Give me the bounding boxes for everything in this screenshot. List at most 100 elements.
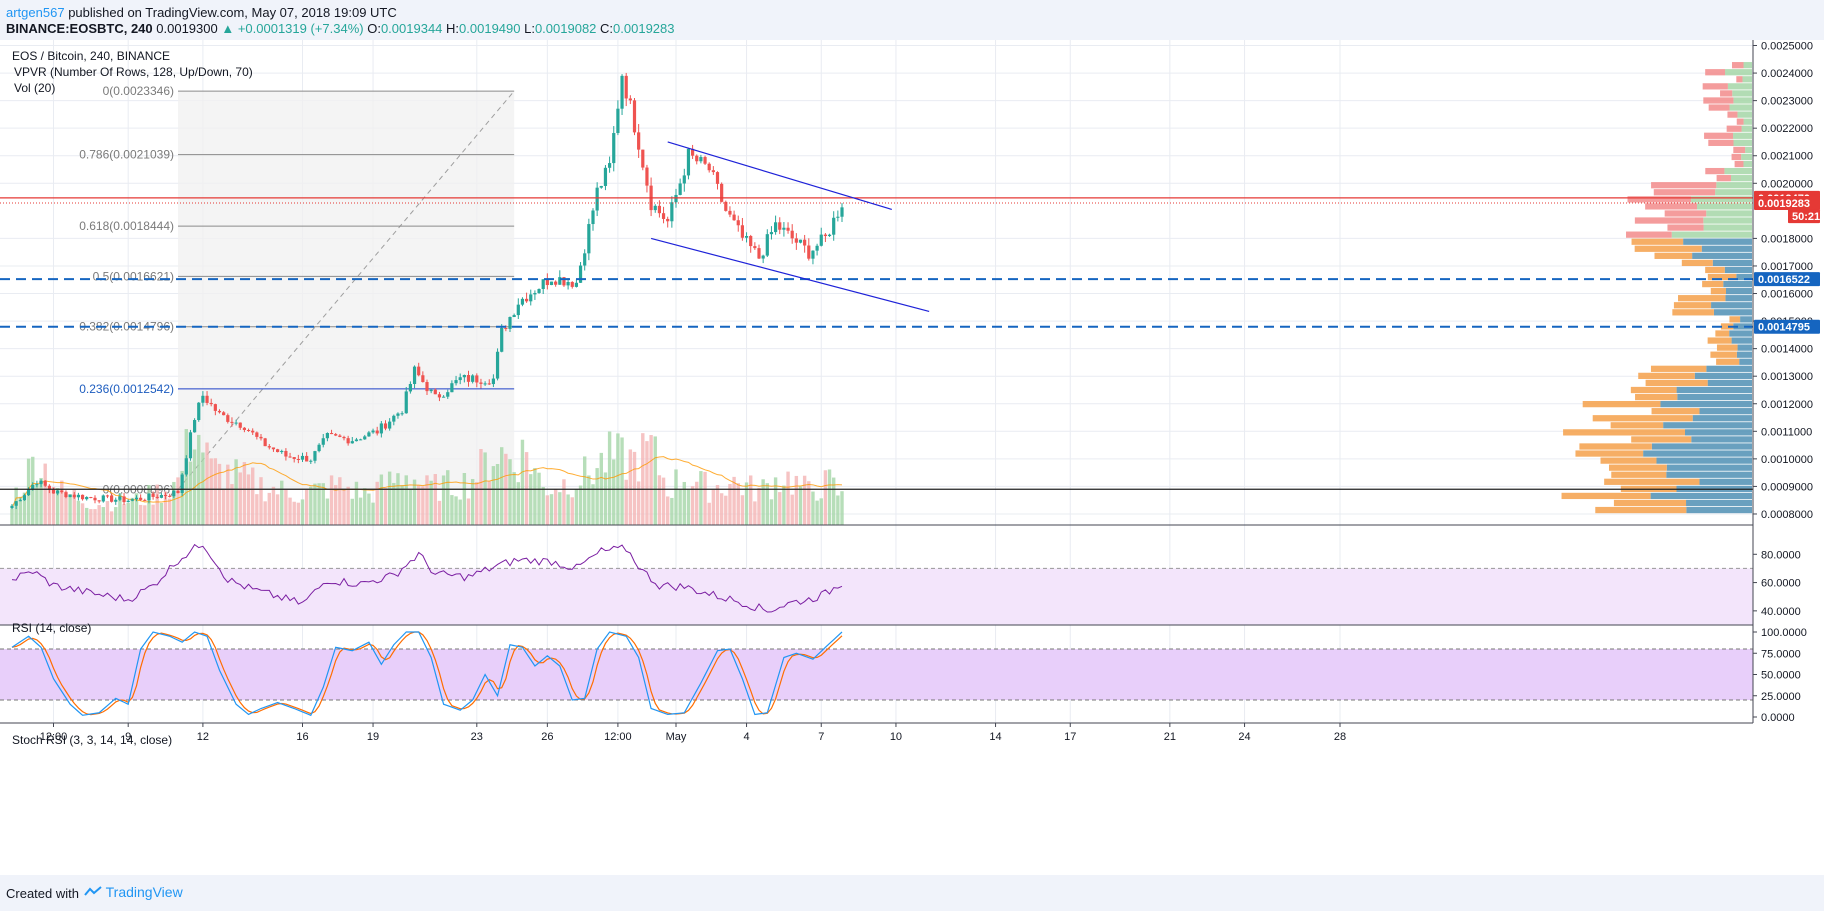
vpvr-down-row: [1705, 69, 1726, 76]
volume-bar: [558, 492, 562, 525]
volume-bar: [666, 496, 670, 525]
candle-body: [840, 207, 844, 217]
candle-body: [367, 432, 371, 437]
candle-body: [595, 187, 599, 211]
candle-body: [163, 494, 168, 496]
volume-bar: [85, 507, 89, 525]
time-tick-label: 4: [743, 731, 749, 743]
candle-body: [458, 377, 462, 381]
vpvr-up-row: [1713, 309, 1752, 316]
candle-body: [769, 232, 774, 235]
vpvr-up-row: [1743, 118, 1752, 125]
chart-container[interactable]: 0(0.0023346) 0.786(0.0021039) 0.618(0.0018…: [0, 40, 1824, 875]
candle-body: [450, 383, 454, 393]
candle-body: [744, 236, 749, 238]
vpvr-up-row: [1703, 217, 1752, 224]
volume-bar: [549, 494, 554, 525]
candle-body: [628, 98, 632, 101]
volume-bar: [591, 484, 595, 525]
candle-body: [549, 281, 554, 286]
candle-body: [122, 496, 126, 503]
candle-body: [657, 205, 661, 214]
candle-body: [653, 205, 657, 211]
volume-bar: [118, 493, 122, 525]
volume-bar: [624, 479, 628, 525]
tradingview-brand[interactable]: TradingView: [84, 884, 183, 900]
volume-bar: [138, 504, 143, 525]
candle-body: [242, 427, 246, 430]
candle-body: [284, 450, 288, 457]
candle-body: [624, 75, 628, 99]
rsi-pane: 80.0000 60.0000 40.0000: [0, 543, 1801, 626]
vpvr-up-row: [1686, 499, 1752, 507]
vpvr-up-row: [1733, 132, 1752, 139]
vpvr-up-row: [1727, 83, 1752, 90]
candle-body: [765, 234, 769, 256]
stoch-rsi-pane: 100.0000 75.0000 50.0000 25.0000 0.0000: [0, 627, 1807, 724]
channel-lower-line: [650, 237, 930, 313]
volume-bar: [773, 477, 778, 525]
volume-bar: [749, 475, 753, 525]
volume-bar: [10, 508, 14, 525]
volume-bar: [346, 486, 350, 525]
vpvr-up-row: [1731, 337, 1752, 344]
vpvr-up-row: [1741, 125, 1752, 132]
drawings[interactable]: [0, 141, 1753, 490]
volume-bar: [114, 507, 118, 525]
volume-bar: [802, 475, 807, 525]
vpvr-up-row: [1686, 506, 1752, 514]
volume-bar: [321, 483, 325, 525]
volume-bar: [690, 486, 695, 525]
candle-body: [782, 227, 786, 230]
candle-body: [296, 458, 300, 460]
volume-bar: [811, 491, 815, 525]
volume-bar: [421, 486, 425, 525]
candle-body: [292, 457, 296, 459]
candle-body: [728, 210, 732, 215]
candle-body: [134, 497, 139, 500]
vpvr-down-row: [1645, 379, 1708, 387]
candle-body: [309, 460, 313, 462]
volume-bar: [628, 449, 633, 525]
candle-body: [558, 277, 562, 285]
price-tick-label: 0.0024000: [1761, 68, 1813, 80]
vpvr-down-row: [1716, 344, 1738, 351]
volume-bar: [126, 503, 130, 525]
volume-bar: [47, 489, 52, 525]
candle-body: [778, 222, 782, 230]
vpvr-up-row: [1736, 351, 1752, 358]
volume-bar: [699, 471, 703, 525]
candle-body: [375, 430, 379, 434]
vpvr-up-row: [1663, 422, 1752, 429]
volume-bar: [653, 436, 657, 525]
volume-bar: [31, 456, 35, 525]
candle-body: [172, 490, 176, 497]
publish-line: artgen567 published on TradingView.com, …: [6, 5, 397, 20]
candle-body: [118, 496, 122, 500]
volume-bar: [55, 487, 60, 525]
candle-body: [740, 225, 744, 238]
candle-body: [263, 438, 267, 447]
author-link[interactable]: artgen567: [6, 5, 65, 20]
volume-bar: [707, 502, 711, 525]
rsi-band: [0, 568, 1753, 625]
candle-body: [10, 505, 14, 509]
candle-body: [583, 253, 587, 266]
volume-bar: [446, 470, 450, 525]
volume-bar: [570, 497, 574, 525]
price-tick-label: 0.0016000: [1761, 289, 1813, 301]
volume-bar: [566, 494, 570, 525]
vpvr-up-row: [1724, 266, 1752, 274]
volume-bar: [620, 437, 624, 525]
volume-bar: [533, 468, 537, 525]
candle-body: [537, 289, 541, 293]
candle-body: [168, 495, 172, 497]
volume-bar: [371, 502, 375, 525]
volume-bar: [271, 486, 276, 525]
fib-level-label: 0.618(0.0018444): [79, 219, 174, 233]
fib-retracement[interactable]: 0(0.0023346) 0.786(0.0021039) 0.618(0.0018…: [79, 84, 515, 496]
volume-bar: [213, 458, 218, 525]
chart-canvas[interactable]: 0(0.0023346) 0.786(0.0021039) 0.618(0.0018…: [0, 40, 1824, 875]
volume-bar: [782, 485, 786, 525]
vpvr-up-row: [1725, 69, 1752, 76]
